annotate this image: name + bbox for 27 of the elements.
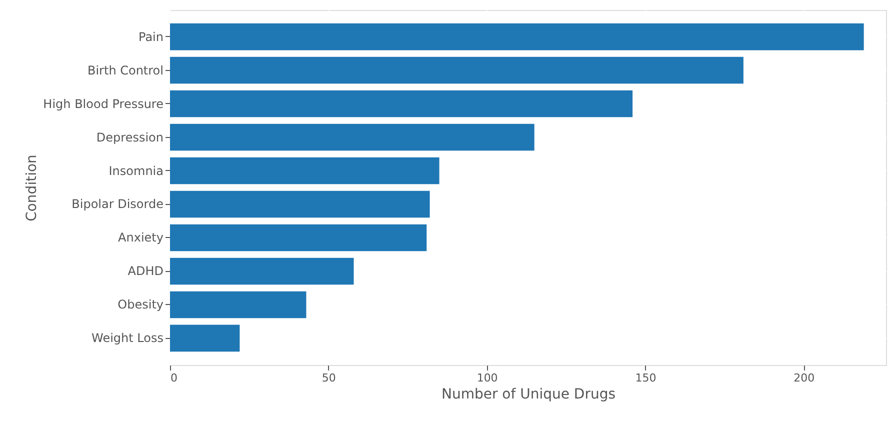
y-axis-title: Condition [24,154,40,222]
bar [170,90,633,118]
y-tick-label: Weight Loss [92,331,164,346]
bar [170,291,306,318]
y-tick-label: Pain [138,30,164,44]
y-tick-label: Anxiety [118,230,164,245]
bar [170,124,534,151]
x-axis-title: Number of Unique Drugs [441,386,616,402]
bar [170,224,427,252]
x-tick-label: 100 [476,372,498,384]
y-tick-label: Insomnia [108,164,164,178]
bar [170,157,440,184]
y-tick-label: Depression [96,130,164,144]
y-tick-label: ADHD [128,264,164,278]
bar [170,190,430,218]
bar [170,324,240,352]
y-tick-label: Birth Control [87,63,164,78]
y-tick-label: High Blood Pressure [43,96,164,111]
x-tick-label: 200 [794,372,815,384]
x-tick-label: 50 [322,372,336,384]
y-tick-label: Obesity [118,298,164,312]
y-tick-label: Bipolar Disorde [72,197,164,212]
x-tick-label: 0 [170,372,178,384]
x-tick-label: 150 [635,372,656,384]
bar [170,56,744,84]
bar [170,258,354,285]
bar [170,23,864,50]
